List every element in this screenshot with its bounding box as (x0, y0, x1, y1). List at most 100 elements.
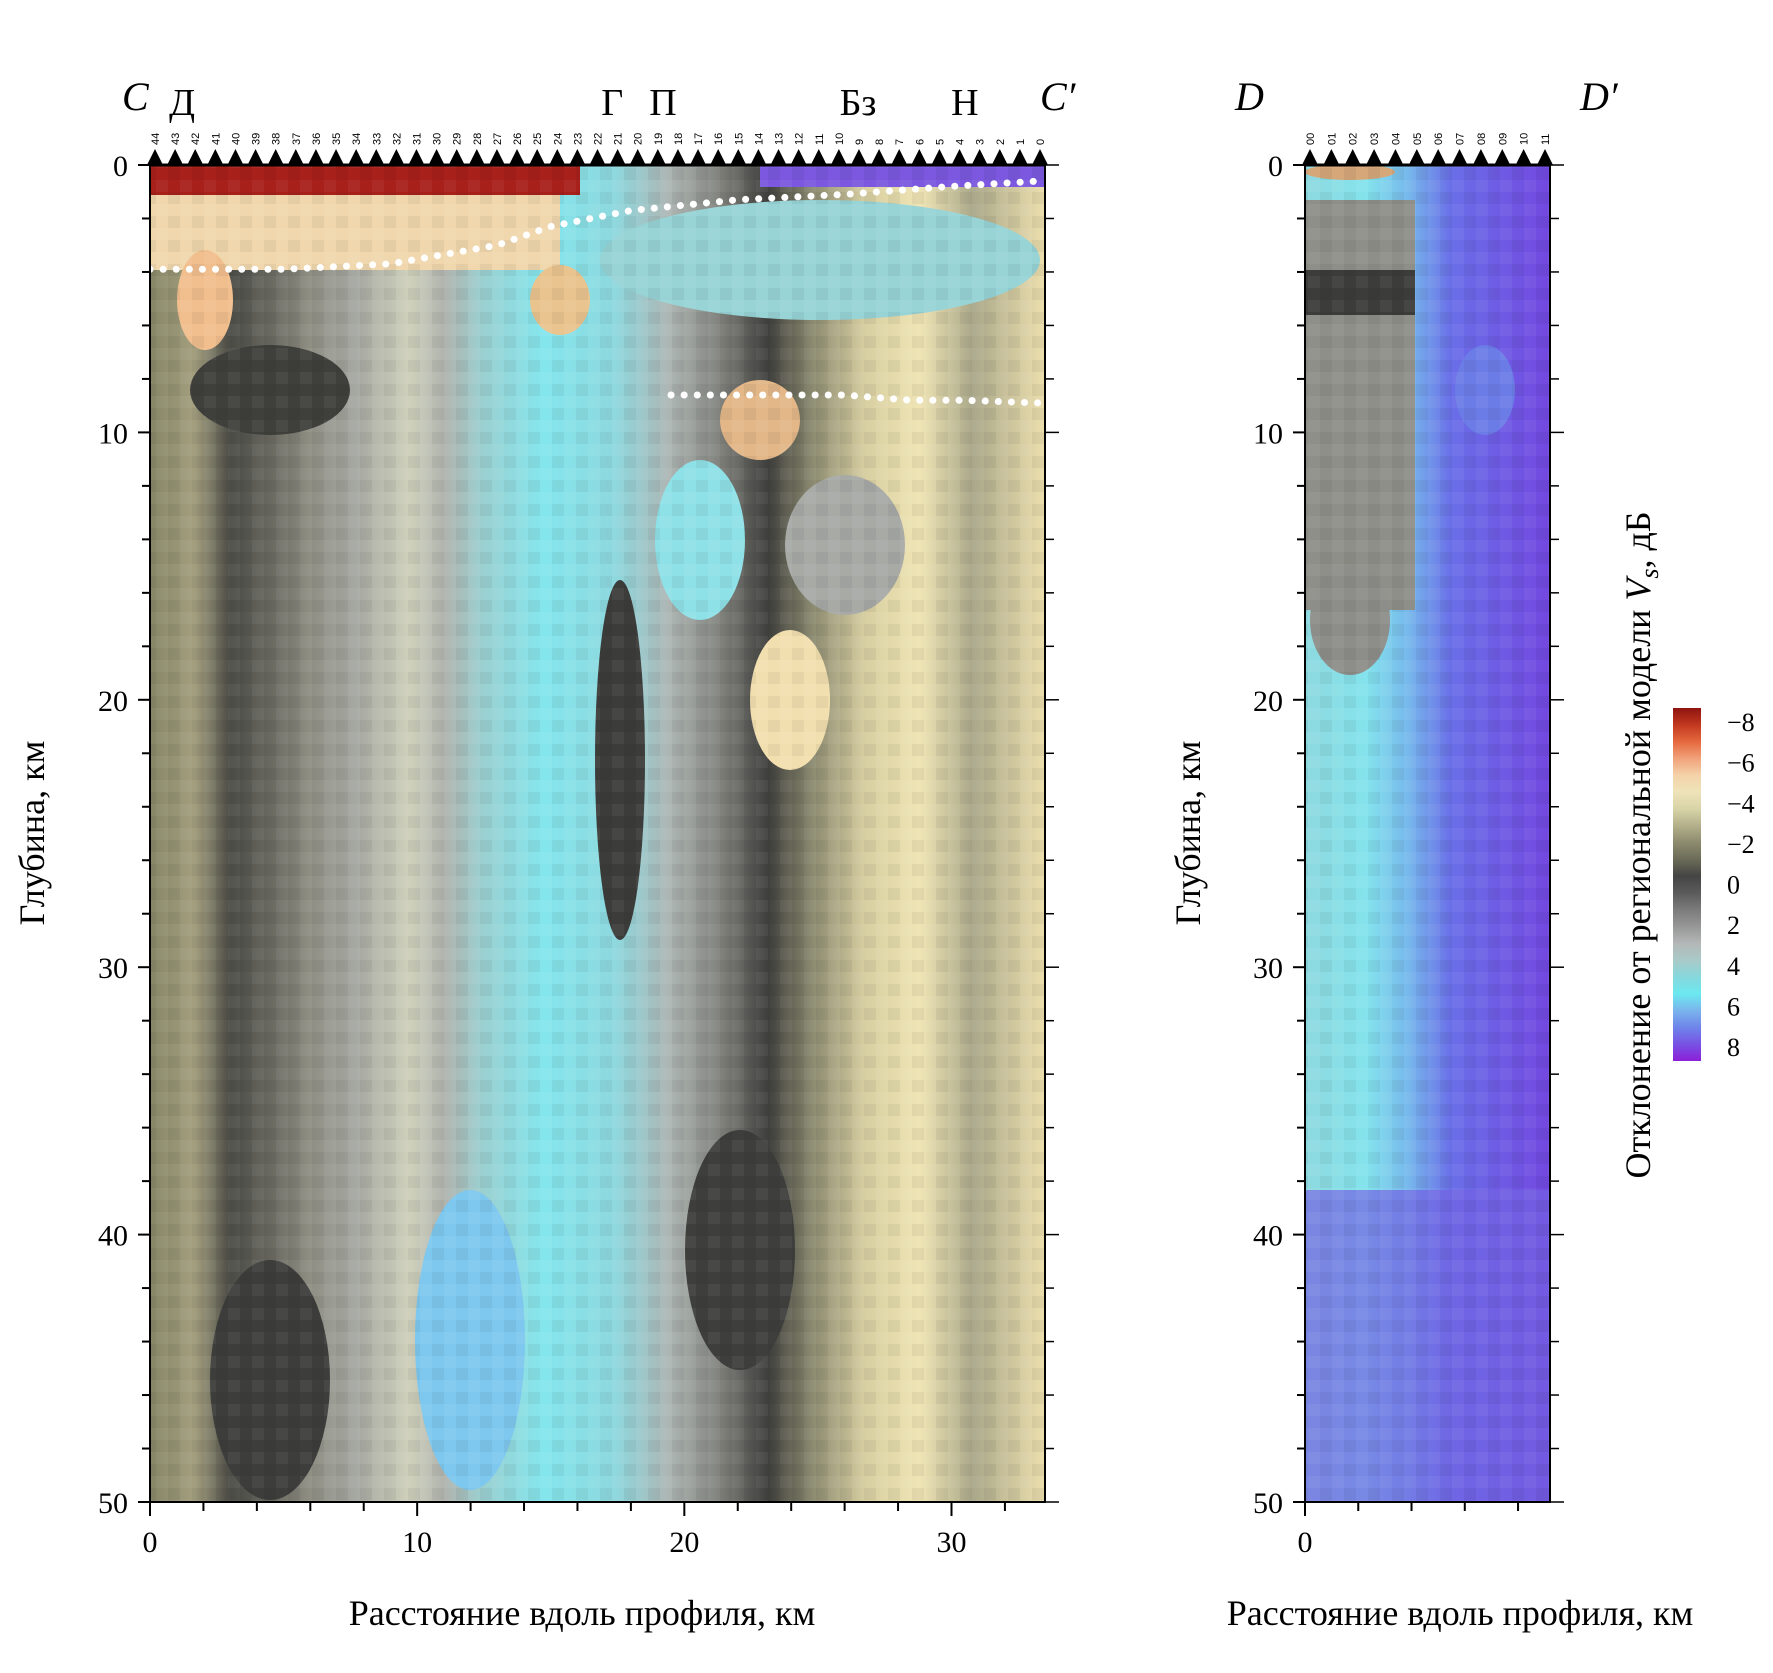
cc-station-marker (951, 149, 968, 165)
cc-y-tick-label: 0 (113, 150, 128, 183)
colorbar-tick-label: −6 (1727, 749, 1755, 778)
dd-x-axis: 0 (1298, 1502, 1520, 1559)
cc-site-label: Бз (840, 82, 877, 124)
dd-station-label: 09 (1497, 133, 1509, 145)
dd-station-marker (1494, 149, 1511, 165)
cc-station-marker (207, 149, 224, 165)
cc-station-marker (1032, 149, 1048, 165)
cc-station-marker (488, 149, 505, 165)
cc-station-marker (871, 149, 888, 165)
colorbar: −8 −6 −4 −2 0 2 4 6 8 Отклонение от региональной… (1618, 511, 1755, 1178)
cc-station-label: 6 (914, 139, 926, 145)
cc-station-marker (468, 149, 485, 165)
cc-station-label: 29 (452, 133, 464, 145)
dd-station-marker (1344, 149, 1361, 165)
cc-station-label: 43 (170, 133, 182, 145)
dd-texture (1305, 165, 1550, 1502)
dd-station-label: 00 (1305, 133, 1317, 145)
colorbar-tick-label: −4 (1727, 789, 1755, 818)
cc-station-marker (408, 149, 425, 165)
cc-station-marker (850, 149, 867, 165)
cc-station-label: 19 (653, 133, 665, 145)
cc-y-axis-title: Глубина, км (12, 741, 52, 926)
cc-station-marker (770, 149, 787, 165)
colorbar-tick-label: 6 (1727, 992, 1740, 1021)
cc-station-label: 41 (210, 133, 222, 145)
colorbar-tick-label: 0 (1727, 871, 1740, 900)
colorbar-tick-label: −2 (1727, 830, 1755, 859)
cc-texture (150, 165, 1045, 1502)
cc-station-label: 33 (371, 133, 383, 145)
cc-station-marker (690, 149, 707, 165)
cc-station-marker (549, 149, 566, 165)
cc-station-label: 5 (934, 139, 946, 145)
cc-station-marker (589, 149, 606, 165)
cc-station-label: 21 (613, 133, 625, 145)
colorbar-title-sub: s (1635, 568, 1664, 578)
dd-station-label: 08 (1476, 133, 1488, 145)
colorbar-ticks: −8 −6 −4 −2 0 2 4 6 8 (1727, 708, 1755, 1062)
dd-station-label: 03 (1369, 133, 1381, 145)
cc-station-label: 15 (733, 133, 745, 145)
dd-y-tick-label: 20 (1253, 685, 1283, 718)
dd-x-tick-label: 0 (1298, 1526, 1313, 1559)
cc-boundary-upper (146, 177, 1044, 273)
cc-site-label: Д (169, 82, 195, 124)
cc-station-marker (448, 149, 465, 165)
colorbar-tick-label: 8 (1727, 1033, 1740, 1062)
cc-station-label: 31 (411, 133, 423, 145)
cc-station-label: 16 (713, 133, 725, 145)
cc-x-tick-label: 20 (669, 1526, 699, 1559)
cc-station-label: 42 (190, 133, 202, 145)
dd-station-label: 06 (1433, 133, 1445, 145)
colorbar-swatch (1673, 708, 1701, 1061)
cc-station-marker (287, 149, 304, 165)
cc-station-label: 7 (894, 139, 906, 145)
cc-boundary-lower (667, 391, 1044, 407)
dd-station-marker (1472, 149, 1489, 165)
cc-stations: 44 43 42 41 40 39 38 37 36 35 34 33 32 31 30 29 28 27 26 25… (147, 133, 1048, 165)
cc-station-label: 20 (633, 133, 645, 145)
cc-y-tick-label: 30 (98, 952, 128, 985)
cc-y-axis: 0 10 20 30 40 50 (98, 150, 1059, 1520)
colorbar-title: Отклонение от региональной модели Vs, дБ (1618, 511, 1664, 1178)
cc-station-marker (971, 149, 988, 165)
cc-station-marker (388, 149, 405, 165)
dd-station-marker (1537, 149, 1553, 165)
cc-station-label: 25 (532, 133, 544, 145)
cc-y-tick-label: 40 (98, 1220, 128, 1253)
cc-station-marker (911, 149, 928, 165)
cc-site-label: П (649, 82, 676, 124)
dd-station-marker (1408, 149, 1425, 165)
dd-station-label: 02 (1348, 133, 1360, 145)
cc-station-marker (247, 149, 264, 165)
cc-station-marker (669, 149, 686, 165)
cc-x-axis: 0 10 20 30 (143, 1502, 1006, 1559)
dd-y-tick-label: 0 (1268, 150, 1283, 183)
cc-station-marker (830, 149, 847, 165)
cc-station-marker (609, 149, 626, 165)
cc-station-marker (991, 149, 1008, 165)
cc-station-label: 34 (351, 133, 363, 145)
cc-station-label: 30 (432, 133, 444, 145)
cc-station-marker (629, 149, 646, 165)
cc-station-marker (307, 149, 324, 165)
cc-station-label: 38 (271, 133, 283, 145)
dd-station-marker (1451, 149, 1468, 165)
cc-station-label: 11 (814, 134, 826, 145)
cc-station-marker (267, 149, 284, 165)
dd-y-tick-label: 50 (1253, 1487, 1283, 1520)
cc-x-tick-label: 10 (402, 1526, 432, 1559)
cc-x-axis-title: Расстояние вдоль профиля, км (349, 1593, 816, 1633)
dd-station-marker (1515, 149, 1532, 165)
dd-station-label: 11 (1540, 134, 1552, 145)
cc-station-label: 24 (552, 133, 564, 145)
cc-station-marker (710, 149, 727, 165)
cc-station-label: 32 (391, 133, 403, 145)
cc-station-label: 0 (1035, 139, 1047, 145)
cc-station-marker (529, 149, 546, 165)
dd-x-axis-title: Расстояние вдоль профиля, км (1227, 1593, 1694, 1633)
cc-station-label: 23 (572, 133, 584, 145)
